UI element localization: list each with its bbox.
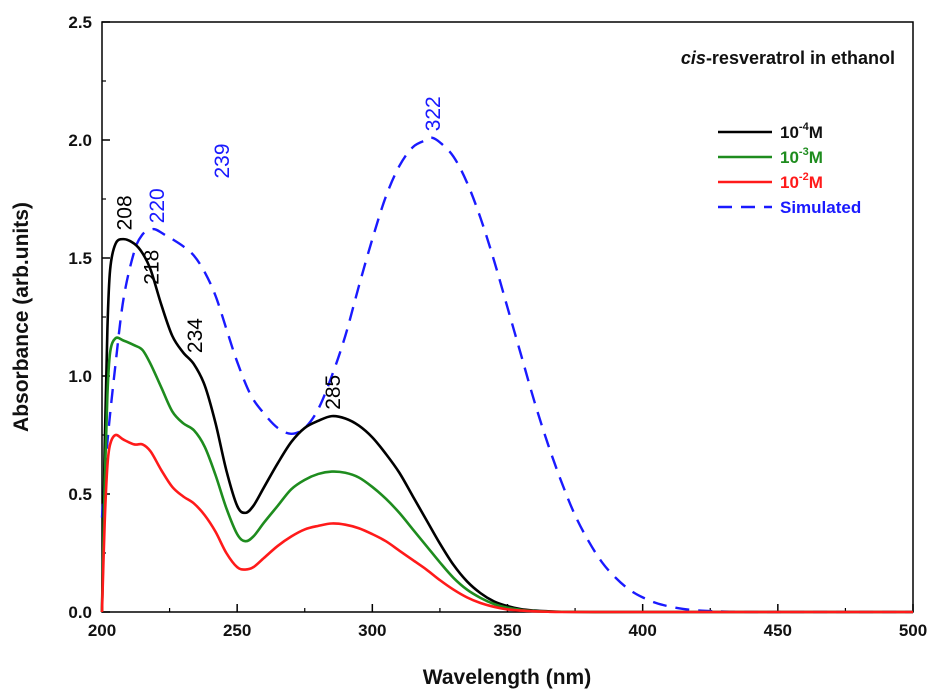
x-tick-label: 400 xyxy=(628,621,656,640)
peak-label: 218 xyxy=(141,250,164,285)
legend-entry-label: 10-4M xyxy=(780,121,823,142)
y-tick-label: 2.5 xyxy=(68,13,92,32)
peak-label: 239 xyxy=(211,143,234,178)
peak-label: 208 xyxy=(114,195,137,230)
x-tick-label: 250 xyxy=(223,621,251,640)
series-layer xyxy=(100,136,913,614)
y-axis-title: Absorbance (arb.units) xyxy=(10,202,33,432)
peak-label: 322 xyxy=(422,96,445,131)
y-tick-label: 1.0 xyxy=(68,367,92,386)
x-tick-label: 450 xyxy=(764,621,792,640)
peak-label: 285 xyxy=(322,375,345,410)
series-line-2 xyxy=(100,433,913,614)
y-tick-label: 0.5 xyxy=(68,485,92,504)
x-tick-label: 500 xyxy=(899,621,927,640)
simulated-series-line xyxy=(100,136,913,614)
x-tick-label: 300 xyxy=(358,621,386,640)
chart-title: cis-resveratrol in ethanol xyxy=(681,48,895,68)
series-line-0 xyxy=(100,237,913,614)
y-tick-label: 2.0 xyxy=(68,131,92,150)
series-line-1 xyxy=(100,336,913,614)
legend-entry-label: 10-3M xyxy=(780,146,823,167)
y-tick-label: 1.5 xyxy=(68,249,92,268)
legend-entry-label: Simulated xyxy=(780,198,861,217)
legend-entry-label: 10-2M xyxy=(780,171,823,192)
y-tick-label: 0.0 xyxy=(68,603,92,622)
peak-label: 220 xyxy=(146,188,169,223)
x-axis-title: Wavelength (nm) xyxy=(423,666,591,689)
legend: 10-4M 10-3M 10-2M Simulated xyxy=(718,121,861,217)
x-tick-label: 200 xyxy=(88,621,116,640)
peak-label: 234 xyxy=(184,318,207,353)
x-tick-label: 350 xyxy=(493,621,521,640)
